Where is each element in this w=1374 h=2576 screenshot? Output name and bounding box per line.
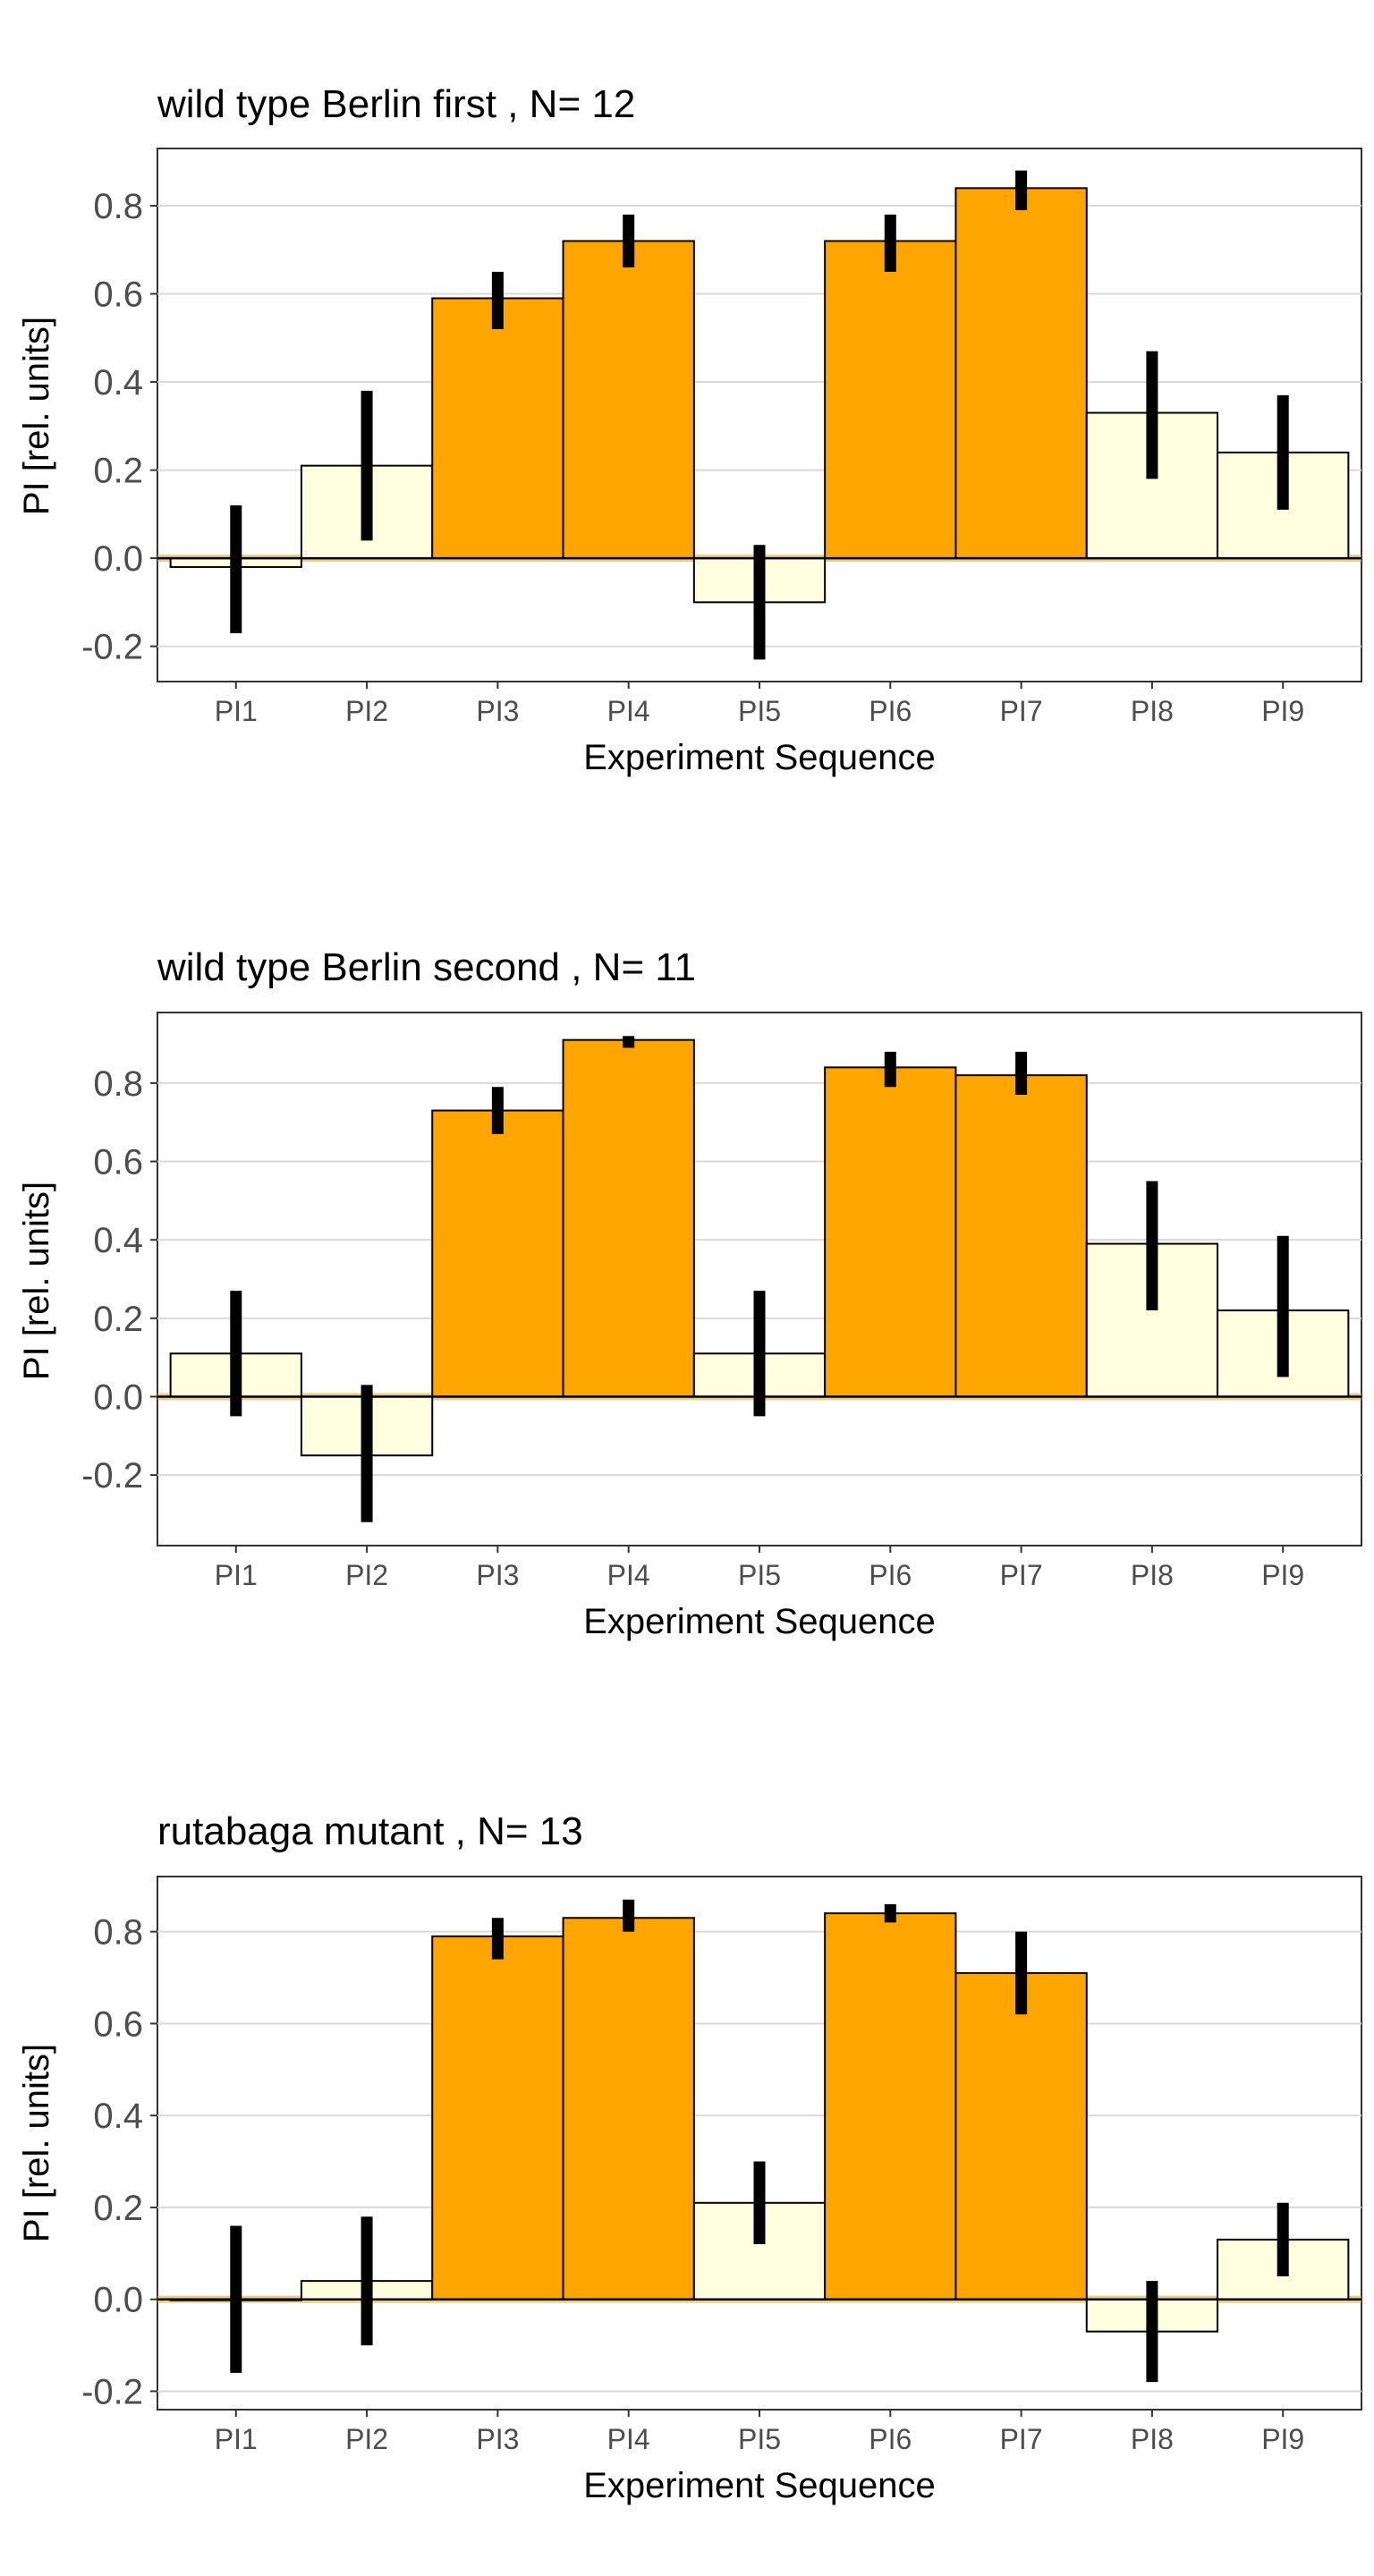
y-tick-label: 0.8 [93, 1064, 143, 1104]
bar [954, 187, 1088, 560]
x-tick-label: PI7 [1000, 2423, 1043, 2455]
x-tick-label: PI4 [607, 1559, 650, 1591]
bar [431, 1935, 564, 2301]
y-tick-label: 0.6 [93, 2004, 143, 2044]
panel-marks: -0.2 0.0 0.2 0.4 0.6 0.8 PI1 PI2 PI3 PI4 PI5 PI6 PI7… [81, 1899, 1361, 2455]
bar [562, 1917, 695, 2301]
chart-title: wild type Berlin first , N= 12 [157, 82, 635, 126]
y-tick-label: 0.0 [93, 2281, 143, 2320]
x-tick-label: PI6 [869, 1559, 912, 1591]
panel-marks: -0.2 0.0 0.2 0.4 0.6 0.8 PI1 PI2 PI3 PI4 PI5 PI6 PI7… [81, 170, 1361, 727]
y-tick-label: 0.0 [93, 1377, 143, 1417]
x-tick-label: PI8 [1131, 695, 1174, 727]
bar [824, 240, 957, 560]
x-tick-label: PI1 [215, 2423, 258, 2455]
x-tick-label: PI1 [215, 695, 258, 727]
x-axis-label: Experiment Sequence [583, 2466, 936, 2505]
x-tick-label: PI4 [607, 2423, 650, 2455]
chart-panel-1: wild type Berlin first , N= 12 Experimen… [17, 82, 1362, 777]
bar [431, 1109, 564, 1398]
x-tick-label: PI5 [738, 1559, 781, 1591]
x-tick-label: PI3 [476, 1559, 519, 1591]
chart-panel-2: wild type Berlin second , N= 11 Experime… [17, 945, 1362, 1641]
x-tick-label: PI7 [1000, 695, 1043, 727]
chart-title: wild type Berlin second , N= 11 [157, 945, 696, 989]
y-tick-label: 0.4 [93, 363, 143, 402]
x-tick-label: PI5 [738, 695, 781, 727]
y-tick-label: 0.4 [93, 1221, 143, 1260]
y-tick-label: 0.2 [93, 2189, 143, 2228]
y-tick-label: 0.0 [93, 539, 143, 579]
x-tick-label: PI9 [1261, 695, 1304, 727]
bar [824, 1066, 957, 1398]
panel-marks: -0.2 0.0 0.2 0.4 0.6 0.8 PI1 PI2 PI3 PI4 PI5 PI6 PI7… [81, 1036, 1361, 1591]
x-tick-label: PI2 [345, 695, 388, 727]
y-tick-label: 0.2 [93, 452, 143, 491]
x-tick-label: PI2 [345, 2423, 388, 2455]
x-tick-label: PI5 [738, 2423, 781, 2455]
y-axis-label: PI [rel. units] [17, 317, 56, 515]
y-tick-label: 0.8 [93, 187, 143, 226]
bar [562, 1038, 695, 1398]
bar [562, 240, 695, 560]
x-tick-label: PI9 [1261, 1559, 1304, 1591]
y-tick-label: -0.2 [81, 2372, 143, 2411]
x-tick-label: PI8 [1131, 2423, 1174, 2455]
x-axis-label: Experiment Sequence [583, 738, 936, 777]
x-tick-label: PI1 [215, 1559, 258, 1591]
y-tick-label: 0.6 [93, 1143, 143, 1182]
x-tick-label: PI7 [1000, 1559, 1043, 1591]
y-axis-label: PI [rel. units] [17, 1182, 56, 1380]
x-tick-label: PI3 [476, 2423, 519, 2455]
x-tick-label: PI6 [869, 2423, 912, 2455]
y-tick-label: 0.2 [93, 1300, 143, 1339]
y-tick-label: -0.2 [81, 1456, 143, 1496]
x-axis-label: Experiment Sequence [583, 1602, 936, 1641]
bar [824, 1912, 957, 2301]
y-tick-label: 0.8 [93, 1913, 143, 1953]
x-tick-label: PI9 [1261, 2423, 1304, 2455]
x-tick-label: PI3 [476, 695, 519, 727]
x-tick-label: PI2 [345, 1559, 388, 1591]
y-axis-label: PI [rel. units] [17, 2044, 56, 2242]
bar [954, 1971, 1088, 2301]
bar [431, 297, 564, 560]
x-tick-label: PI4 [607, 695, 650, 727]
chart-panel-3: rutabaga mutant , N= 13 Experiment Seque… [17, 1809, 1362, 2505]
x-tick-label: PI8 [1131, 1559, 1174, 1591]
chart-title: rutabaga mutant , N= 13 [157, 1809, 583, 1853]
y-tick-label: 0.4 [93, 2097, 143, 2136]
bar [954, 1074, 1088, 1398]
y-tick-label: 0.6 [93, 275, 143, 315]
y-tick-label: -0.2 [81, 628, 143, 667]
x-tick-label: PI6 [869, 695, 912, 727]
